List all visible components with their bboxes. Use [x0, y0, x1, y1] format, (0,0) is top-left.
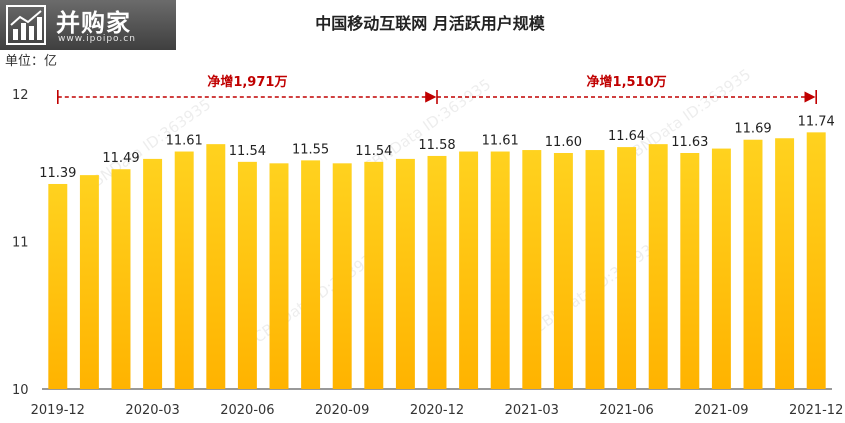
y-tick-label: 12	[12, 88, 29, 103]
bar-2020-02	[111, 169, 131, 389]
y-tick-label: 11	[12, 236, 29, 251]
x-tick-label: 2020-09	[315, 403, 369, 418]
bar-2021-04	[553, 153, 573, 389]
bar-2021-08	[680, 153, 700, 389]
annotation-label: 净增1,510万	[587, 74, 667, 90]
bar-2020-01	[79, 175, 99, 389]
bar-2020-03	[143, 158, 163, 389]
data-label: 11.54	[355, 144, 392, 159]
x-tick-label: 2020-03	[125, 403, 179, 418]
bar-2021-11	[775, 138, 795, 389]
bar-2020-04	[174, 151, 194, 389]
data-label: 11.63	[671, 135, 708, 150]
bar-2021-03	[522, 150, 542, 389]
bar-2021-09	[711, 148, 731, 389]
brand-name: 并购家	[56, 9, 131, 37]
data-label: 11.58	[418, 138, 455, 153]
data-label: 11.69	[734, 122, 771, 137]
chart-title: 中国移动互联网 月活跃用户规模	[315, 14, 545, 33]
bar-2021-10	[743, 139, 763, 389]
bar-2020-05	[206, 144, 226, 389]
data-label: 11.39	[39, 166, 76, 181]
bar-2020-12	[427, 155, 447, 389]
bar-2020-08	[301, 160, 321, 389]
bar-2020-10	[364, 161, 384, 389]
bar-2021-07	[648, 144, 668, 389]
data-label: 11.64	[608, 129, 645, 144]
bar-2021-05	[585, 150, 605, 389]
bar-2020-06	[237, 161, 257, 389]
x-tick-label: 2021-09	[694, 403, 748, 418]
data-label: 11.55	[292, 142, 329, 157]
x-tick-label: 2020-06	[220, 403, 274, 418]
x-tick-label: 2020-12	[410, 403, 464, 418]
bar-2020-09	[332, 163, 352, 389]
data-label: 11.74	[798, 114, 835, 129]
data-label: 11.49	[102, 151, 139, 166]
bar-2021-12	[806, 132, 826, 389]
x-tick-label: 2021-06	[599, 403, 653, 418]
data-label: 11.54	[229, 144, 266, 159]
bar-2021-06	[617, 147, 637, 389]
annotation-label: 净增1,971万	[207, 74, 287, 90]
data-label: 11.61	[166, 134, 203, 149]
x-tick-label: 2019-12	[31, 403, 85, 418]
y-tick-label: 10	[12, 383, 29, 398]
bar-2021-02	[490, 151, 510, 389]
data-label: 11.60	[545, 135, 582, 150]
bar-2020-11	[395, 158, 415, 389]
unit-label: 单位：亿	[5, 54, 58, 69]
bar-2020-07	[269, 163, 289, 389]
bar-chart-logo-icon	[6, 5, 46, 45]
bar-2021-01	[459, 151, 479, 389]
brand-url: www.ipoipo.cn	[58, 34, 136, 44]
x-tick-label: 2021-03	[505, 403, 559, 418]
data-label: 11.61	[482, 134, 519, 149]
x-tick-label: 2021-12	[789, 403, 843, 418]
bar-2019-12	[48, 183, 68, 389]
brand-logo: 并购家 www.ipoipo.cn	[0, 0, 176, 50]
